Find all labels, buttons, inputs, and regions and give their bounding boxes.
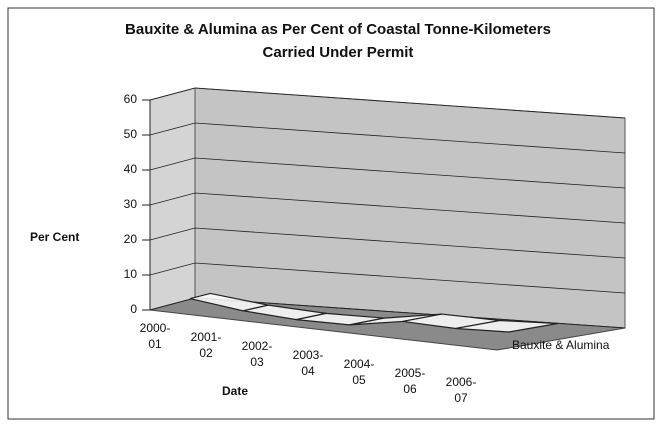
y-tick-label: 60	[124, 92, 138, 106]
y-axis-title: Per Cent	[30, 230, 79, 244]
y-tick-label: 0	[130, 302, 137, 316]
x-axis-title: Date	[222, 384, 248, 398]
ribbon-segment	[455, 319, 558, 333]
grid-line	[149, 157, 626, 189]
y-tick-label: 30	[124, 197, 138, 211]
y-tick-label: 40	[124, 162, 138, 176]
x-tick-label: 2005-06	[394, 366, 426, 396]
y-tick-label: 20	[124, 232, 138, 246]
chart-subtitle: Carried Under Permit	[263, 44, 414, 61]
grid-line	[149, 122, 626, 154]
legend-label: Bauxite & Alumina	[512, 338, 610, 352]
y-tick-label: 10	[124, 267, 138, 281]
chart-title: Bauxite & Alumina as Per Cent of Coastal…	[125, 21, 551, 38]
grid-line	[149, 227, 626, 259]
grid-line	[149, 87, 626, 119]
grid-line	[149, 262, 626, 294]
y-tick-label: 50	[124, 127, 138, 141]
grid-line	[149, 192, 626, 224]
x-tick-label: 2003-04	[292, 348, 324, 378]
x-tick-label: 2002-03	[241, 339, 273, 369]
x-tick-label: 2001-02	[190, 330, 222, 360]
x-tick-label: 2000-01	[139, 321, 171, 351]
x-tick-label: 2004-05	[343, 357, 375, 387]
x-tick-label: 2006-07	[445, 375, 477, 405]
